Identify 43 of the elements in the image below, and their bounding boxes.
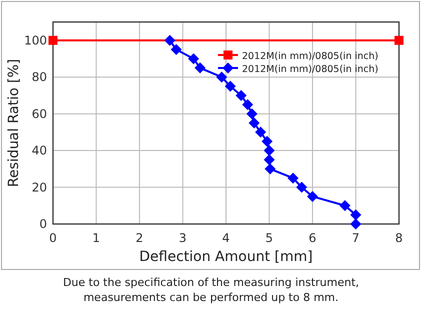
point [170,44,182,56]
legend-label: 2012M(in mm)/0805(in inch) [242,51,378,62]
point [264,154,275,166]
x-tick-label: 1 [92,231,100,245]
y-tick-label: 60 [32,106,47,121]
x-tick-label: 4 [222,231,230,245]
point [264,163,276,174]
point [288,172,299,184]
point [296,182,308,193]
point [248,118,260,128]
point [350,209,362,220]
point [236,90,247,101]
point [262,136,273,147]
point [350,218,362,230]
x-tick-label: 3 [178,231,187,245]
point [224,80,236,92]
point [216,72,228,83]
x-tick-label: 0 [49,231,57,245]
point [339,200,350,212]
x-axis-title: Deflection Amount [mm] [139,249,313,265]
y-tick-label: 80 [32,70,47,84]
point [307,190,318,202]
x-tick-label: 6 [308,231,316,245]
y-tick-label: 20 [32,180,47,194]
point [246,108,258,120]
x-tick-label: 8 [395,231,403,245]
x-tick-label: 5 [265,231,274,245]
y-tick-label: 100 [24,33,47,48]
legend-label: 2012M(in mm)/0805(in inch) [242,64,378,75]
point [188,53,200,64]
point [264,145,275,156]
y-tick-label: 40 [32,144,47,158]
point [255,126,266,138]
x-tick-label: 2 [136,231,144,245]
point [242,99,254,110]
point [48,36,58,45]
y-axis-title: Residual Ratio [%] [6,58,22,188]
point [194,62,206,74]
point [394,36,404,45]
point [164,34,176,46]
x-tick-label: 7 [352,231,360,245]
y-tick-label: 0 [39,217,47,231]
text: Due to the specification of the measuring instrument, measurements can be performed up to 8 mm. [62,276,360,304]
